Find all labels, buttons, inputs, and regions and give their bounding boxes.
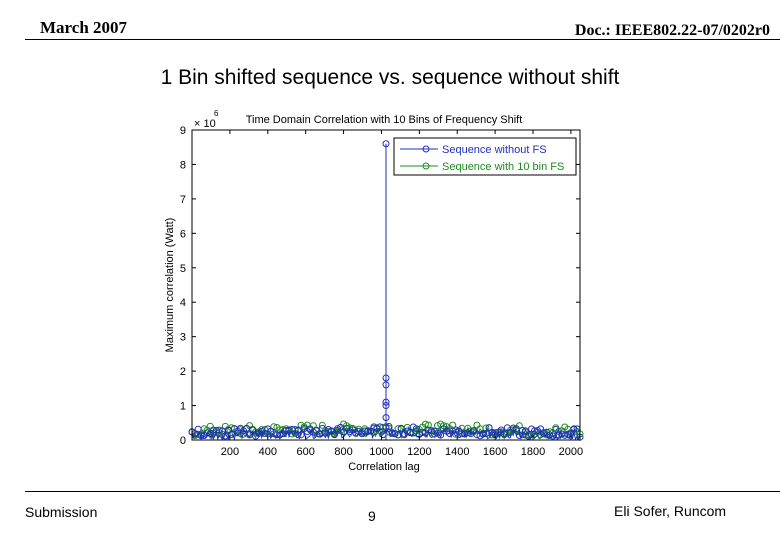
x-tick-label: 1600 bbox=[483, 446, 507, 458]
x-axis-label: Correlation lag bbox=[348, 461, 420, 473]
peak-marker bbox=[382, 398, 390, 406]
y-axis-label: Maximum correlation (Watt) bbox=[164, 218, 176, 353]
header-date: March 2007 bbox=[40, 18, 128, 37]
series-1-marker bbox=[412, 425, 420, 433]
series-1-marker bbox=[546, 431, 554, 439]
y-tick-label: 3 bbox=[180, 332, 186, 344]
legend-marker-series-2 bbox=[422, 162, 430, 170]
y-tick-label: 1 bbox=[180, 401, 186, 413]
y-multiplier-label: × 10 bbox=[194, 118, 216, 130]
x-tick-label: 800 bbox=[334, 446, 352, 458]
series-1-marker bbox=[525, 432, 532, 440]
chart-title: Time Domain Correlation with 10 Bins of … bbox=[246, 114, 523, 126]
legend: Sequence without FS Sequence with 10 bin… bbox=[393, 137, 577, 176]
series-1-marker bbox=[406, 429, 414, 437]
series-1-marker bbox=[428, 427, 435, 435]
series-1-marker bbox=[531, 427, 538, 435]
series-1-marker bbox=[194, 425, 202, 433]
series-2-marker bbox=[440, 422, 448, 430]
x-tick-label: 1200 bbox=[407, 446, 431, 458]
series-1-marker bbox=[227, 430, 235, 438]
series-1-marker bbox=[521, 427, 529, 435]
series-1-marker bbox=[297, 431, 305, 439]
series-1-marker bbox=[509, 424, 517, 432]
x-tick-label: 400 bbox=[259, 446, 277, 458]
y-multiplier-exponent: 6 bbox=[214, 109, 219, 118]
peak-marker bbox=[382, 402, 390, 410]
x-tick-label: 1000 bbox=[369, 446, 393, 458]
series-1-marker bbox=[291, 426, 299, 434]
series-1-marker bbox=[561, 431, 569, 439]
series-2-marker bbox=[424, 421, 432, 429]
series-1-marker bbox=[515, 432, 523, 439]
footer-page-number: 9 bbox=[368, 508, 376, 524]
series-1-marker bbox=[518, 426, 526, 434]
series-1-marker bbox=[331, 431, 338, 439]
header-divider bbox=[25, 39, 780, 40]
series-1-noise bbox=[188, 423, 584, 442]
series-1-marker bbox=[197, 432, 205, 440]
y-tick-label: 4 bbox=[180, 297, 186, 309]
peak-marker bbox=[382, 381, 390, 389]
y-tick-label: 7 bbox=[180, 194, 186, 206]
series-1-marker bbox=[552, 425, 560, 433]
peak-marker bbox=[382, 374, 390, 382]
legend-marker-series-1 bbox=[422, 145, 430, 153]
series-1-marker bbox=[437, 431, 445, 439]
y-tick-label: 6 bbox=[180, 228, 186, 240]
footer-author: Eli Sofer, Runcom bbox=[614, 503, 727, 519]
series-1-marker bbox=[203, 429, 211, 437]
peak-marker bbox=[382, 140, 390, 148]
footer-submission: Submission bbox=[25, 504, 98, 520]
series-1-marker bbox=[537, 425, 545, 433]
x-tick-label: 1800 bbox=[521, 446, 545, 458]
slide-title: 1 Bin shifted sequence vs. sequence with… bbox=[160, 66, 620, 89]
x-tick-label: 2000 bbox=[559, 446, 583, 458]
series-1-marker bbox=[397, 424, 405, 432]
footer-divider bbox=[25, 491, 780, 492]
plot-frame bbox=[191, 129, 581, 441]
series-1-marker bbox=[418, 429, 426, 436]
x-tick-label: 600 bbox=[296, 446, 314, 458]
y-tick-label: 8 bbox=[180, 159, 186, 171]
y-tick-label: 5 bbox=[180, 263, 186, 275]
series-1-marker bbox=[464, 429, 472, 437]
peak-marker bbox=[382, 414, 390, 422]
header-doc-id: Doc.: IEEE802.22-07/0202r0 bbox=[574, 22, 770, 39]
legend-label-series-2: Sequence with 10 bin FS bbox=[442, 161, 564, 173]
series-1-marker bbox=[570, 425, 578, 433]
series-1-marker bbox=[249, 426, 257, 434]
y-tick-label: 9 bbox=[180, 125, 186, 137]
series-2-marker bbox=[318, 421, 326, 429]
y-tick-label: 0 bbox=[180, 435, 186, 447]
series-1-marker bbox=[512, 425, 520, 433]
y-tick-label: 2 bbox=[180, 366, 186, 378]
legend-label-series-1: Sequence without FS bbox=[442, 144, 547, 156]
series-1-marker bbox=[364, 428, 372, 435]
series-1-marker bbox=[215, 426, 223, 434]
series-1-marker bbox=[479, 430, 487, 438]
series-1-marker bbox=[391, 430, 399, 438]
x-tick-label: 200 bbox=[221, 446, 239, 458]
series-1-marker bbox=[452, 426, 460, 434]
x-tick-label: 1400 bbox=[445, 446, 469, 458]
series-2-marker bbox=[421, 420, 429, 428]
